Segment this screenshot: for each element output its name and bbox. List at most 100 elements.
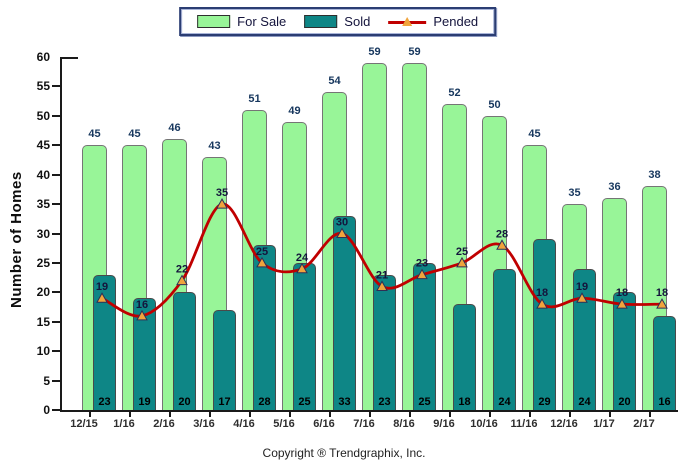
y-tick-label: 60 (36, 50, 50, 64)
x-tick-label: 10/16 (470, 418, 498, 430)
x-tick (369, 412, 371, 417)
x-tick (449, 412, 451, 417)
x-tick (529, 412, 531, 417)
sold-bar (573, 268, 596, 410)
for-sale-value-label: 45 (128, 128, 141, 141)
sold-value-label: 24 (498, 396, 511, 408)
x-tick-label: 1/16 (113, 418, 135, 430)
x-tick-label: 11/16 (510, 418, 538, 430)
for-sale-value-label: 36 (608, 181, 621, 194)
x-tick (489, 412, 491, 417)
y-tick (52, 203, 60, 206)
y-tick (52, 320, 60, 323)
y-tick-label: 35 (36, 197, 50, 212)
x-tick (569, 412, 571, 417)
y-tick (52, 85, 60, 88)
y-tick (52, 379, 60, 382)
x-tick (249, 412, 251, 417)
y-tick (52, 232, 60, 235)
x-tick (649, 412, 651, 417)
sold-bar (253, 245, 276, 410)
x-tick-label: 12/15 (70, 418, 98, 430)
x-tick (169, 412, 171, 417)
sold-bar (213, 309, 236, 410)
y-tick-label: 45 (36, 138, 50, 153)
sold-bar (653, 315, 676, 410)
pended-line-sample (388, 16, 427, 28)
x-tick-label: 3/16 (193, 418, 215, 430)
sold-bar (613, 292, 636, 410)
for-sale-value-label: 38 (648, 169, 661, 182)
sold-value-label: 33 (338, 396, 351, 408)
for-sale-value-label: 54 (328, 75, 341, 88)
x-tick-label: 4/16 (233, 418, 255, 430)
y-tick (52, 173, 60, 176)
x-tick-label: 2/17 (633, 418, 655, 430)
copyright-text: Copyright ® Trendgraphix, Inc. (262, 446, 426, 460)
y-tick-label: 55 (36, 79, 50, 94)
y-tick-label: 30 (36, 226, 50, 241)
sold-value-label: 25 (298, 396, 311, 408)
for-sale-value-label: 49 (288, 104, 301, 117)
sold-bar (493, 268, 516, 410)
sold-value-label: 28 (258, 396, 271, 408)
y-axis-line (60, 57, 62, 412)
x-tick-label: 7/16 (353, 418, 375, 430)
sold-bar (533, 239, 556, 410)
sold-value-label: 18 (458, 396, 471, 408)
sold-value-label: 20 (618, 396, 631, 408)
sold-value-label: 23 (378, 396, 391, 408)
x-tick (89, 412, 91, 417)
x-tick (329, 412, 331, 417)
sold-bar (93, 274, 116, 410)
pended-triangle-icon (402, 16, 413, 26)
y-tick-label: 25 (36, 255, 50, 270)
x-tick-label: 9/16 (433, 418, 455, 430)
legend-label-for-sale: For Sale (237, 14, 287, 29)
y-tick-label: 50 (36, 108, 50, 123)
for-sale-swatch (197, 15, 231, 28)
legend-label-sold: Sold (344, 14, 371, 29)
sold-swatch (304, 15, 338, 28)
for-sale-value-label: 35 (568, 187, 581, 200)
sold-value-label: 24 (578, 396, 591, 408)
x-tick-label: 8/16 (393, 418, 415, 430)
y-tick (52, 291, 60, 294)
y-axis-top-tick (62, 57, 78, 59)
y-tick-label: 20 (36, 285, 50, 300)
for-sale-value-label: 52 (448, 87, 461, 100)
y-tick (52, 350, 60, 353)
sold-bar (293, 262, 316, 410)
legend: For Sale Sold Pended (179, 7, 497, 36)
y-tick (52, 261, 60, 264)
y-tick (52, 409, 60, 411)
sold-value-label: 19 (138, 396, 151, 408)
sold-value-label: 17 (218, 396, 231, 408)
legend-item-pended: Pended (388, 14, 478, 29)
for-sale-value-label: 51 (248, 92, 261, 105)
sold-bar (333, 215, 356, 410)
sold-value-label: 16 (658, 396, 671, 408)
x-tick-label: 12/16 (550, 418, 578, 430)
sold-bar (413, 262, 436, 410)
x-tick-label: 2/16 (153, 418, 175, 430)
plot-area: 19 16 22 35 25 24 30 21 23 25 28 18 19 18 18 0 5 10 15 20 2… (37, 46, 678, 430)
legend-item-for-sale: For Sale (197, 14, 286, 29)
sold-value-label: 23 (98, 396, 111, 408)
y-tick-label: 5 (43, 373, 50, 388)
x-tick (209, 412, 211, 417)
sold-value-label: 20 (178, 396, 191, 408)
for-sale-value-label: 46 (168, 122, 181, 135)
for-sale-value-label: 43 (208, 140, 221, 153)
x-tick (409, 412, 411, 417)
sold-value-label: 29 (538, 396, 551, 408)
y-tick-label: 0 (43, 403, 50, 417)
y-tick-label: 15 (36, 314, 50, 329)
x-tick (129, 412, 131, 417)
for-sale-value-label: 50 (488, 98, 501, 111)
x-tick-label: 5/16 (273, 418, 295, 430)
sold-value-label: 25 (418, 396, 431, 408)
sold-bar (133, 298, 156, 410)
for-sale-value-label: 45 (528, 128, 541, 141)
